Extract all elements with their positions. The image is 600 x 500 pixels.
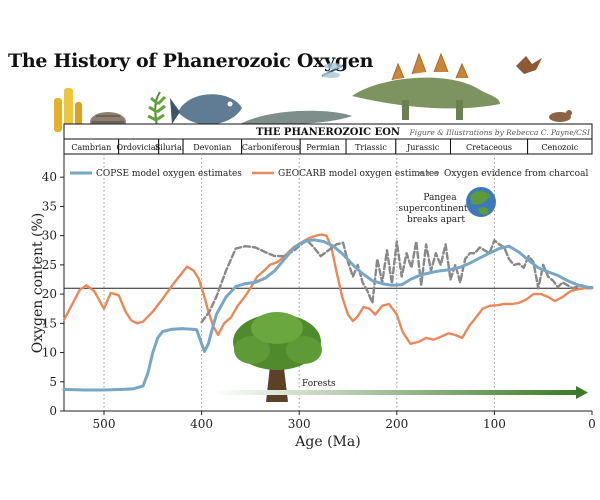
y-tick-label: 10	[42, 346, 57, 360]
period-label: Ordovician	[116, 143, 160, 152]
period-cell	[527, 138, 593, 155]
stegosaurus-icon	[352, 52, 500, 120]
illustration-strip	[54, 52, 572, 135]
period-label: Devonian	[193, 143, 231, 152]
y-tick-label: 15	[42, 316, 57, 330]
x-tick-label: 400	[190, 417, 213, 431]
period-label: Permian	[306, 143, 340, 152]
period-label: Cenozoic	[541, 143, 578, 152]
pangea-globe-icon	[466, 187, 496, 217]
period-header: THE PHANEROZOIC EON Figure & Illustratio…	[63, 123, 593, 155]
x-tick-label: 0	[588, 417, 596, 431]
y-tick-label: 25	[42, 258, 57, 272]
amphibian-icon	[240, 110, 352, 125]
x-tick-label: 200	[385, 417, 408, 431]
page-title: The History of Phanerozoic Oxygen	[8, 50, 374, 72]
y-axis-title: Oxygen content (%)	[30, 213, 46, 354]
y-tick-label: 40	[42, 170, 57, 184]
eon-label: THE PHANEROZOIC EON	[256, 127, 400, 138]
x-axis-title: Age (Ma)	[294, 434, 360, 450]
plot-area: 0 5 10 15 20 25 30 35 40 500 400 300 200 100 0	[42, 154, 596, 431]
period-label: Cretaceous	[466, 143, 512, 152]
legend-label: COPSE model oxygen estimates	[96, 169, 242, 179]
pangea-annotation: Pangea supercontinent breaks apart	[398, 193, 467, 225]
y-tick-label: 20	[42, 287, 57, 301]
dragonfly-icon	[321, 63, 343, 78]
y-tick-label: 0	[49, 404, 57, 418]
fish-icon	[170, 94, 242, 125]
legend-label: GEOCARB model oxygen estimates	[278, 169, 439, 179]
period-label: Cambrian	[71, 143, 111, 152]
mammal-icon	[549, 110, 572, 122]
series-line-0	[62, 238, 594, 392]
y-tick-label: 5	[49, 375, 57, 389]
x-tick-label: 100	[483, 417, 506, 431]
period-label: Triassic	[355, 143, 387, 152]
forests-label: Forests	[302, 379, 336, 389]
tree-icon	[233, 312, 322, 402]
pangea-line-3: breaks apart	[407, 215, 465, 225]
bird-icon	[516, 56, 542, 74]
legend: COPSE model oxygen estimates GEOCARB mode…	[70, 169, 588, 179]
period-label: Jurassic	[406, 143, 440, 152]
x-tick-label: 300	[288, 417, 311, 431]
x-tick-label: 500	[93, 417, 116, 431]
pangea-line-2: supercontinent	[398, 204, 467, 214]
period-label: Silurian	[155, 143, 187, 152]
pangea-line-1: Pangea	[423, 193, 457, 203]
period-label: Carboniferous	[242, 143, 300, 152]
series-line-1	[62, 233, 594, 345]
y-tick-label: 35	[42, 199, 57, 213]
forests-arrow: Forests	[212, 379, 588, 399]
y-tick-label: 30	[42, 229, 57, 243]
credit-label: Figure & Illustrations by Rebecca C. Pay…	[409, 128, 592, 137]
legend-label: Oxygen evidence from charcoal	[444, 169, 588, 179]
